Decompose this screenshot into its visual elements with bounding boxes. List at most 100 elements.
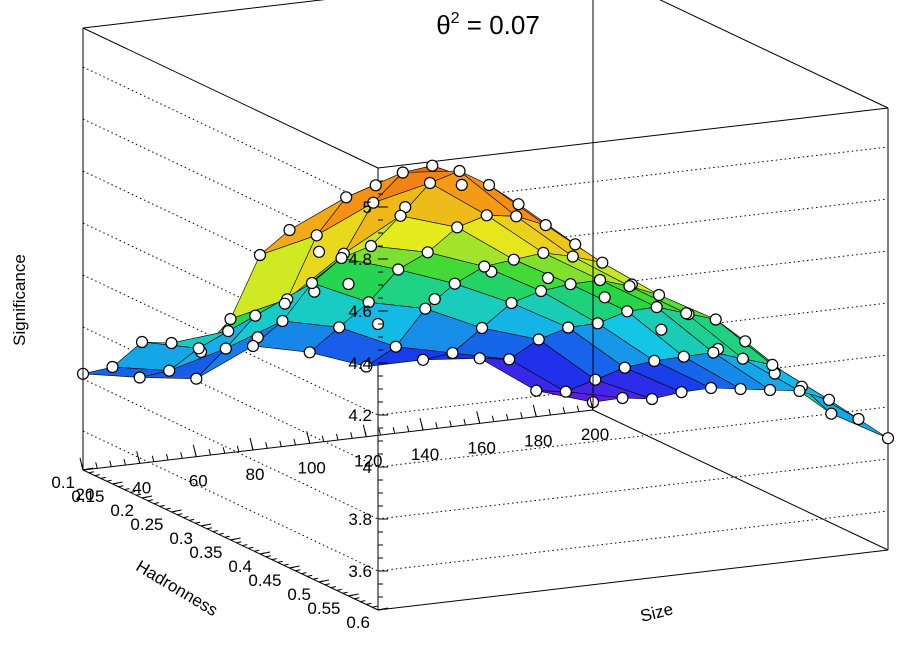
data-point (276, 314, 289, 328)
data-point (541, 271, 555, 285)
y-minor-tick (372, 605, 378, 608)
x-minor-tick (576, 405, 580, 412)
data-point (335, 251, 348, 265)
data-point (249, 309, 262, 322)
data-point (455, 178, 468, 191)
data-point (593, 273, 607, 287)
data-point (192, 342, 205, 355)
z-grid-line (82, 118, 379, 260)
y-minor-tick (153, 502, 159, 505)
x-minor-tick (548, 408, 551, 416)
y-minor-tick (106, 479, 112, 482)
y-minor-tick (301, 572, 307, 575)
data-point (763, 383, 777, 397)
y-minor-tick (118, 485, 124, 488)
z-grid-line (377, 510, 889, 572)
x-minor-tick (506, 413, 509, 421)
data-point (421, 246, 434, 259)
data-point (564, 278, 577, 291)
y-minor-tick (130, 490, 136, 493)
z-grid-line (82, 170, 379, 312)
data-point (394, 209, 407, 222)
x-minor-tick (166, 453, 169, 461)
y-tick-label: 0.2 (110, 501, 134, 520)
y-minor-tick (307, 574, 313, 577)
y-minor-tick (224, 535, 230, 538)
x-minor-tick (477, 417, 481, 424)
y-minor-tick (88, 471, 94, 474)
data-point (655, 323, 668, 336)
data-point (312, 245, 326, 258)
data-point (534, 284, 548, 298)
x-minor-tick (421, 423, 424, 431)
y-minor-tick (377, 608, 384, 611)
data-point (618, 361, 631, 374)
z-tick-label: 4.6 (348, 302, 372, 321)
y-minor-tick (254, 549, 260, 552)
y-tick-label: 0.45 (248, 571, 281, 590)
data-point (512, 198, 525, 211)
data-point (793, 384, 806, 398)
y-minor-tick (183, 516, 189, 519)
z-grid-line (82, 378, 379, 520)
axis-tick-labels: 3.6 3.8 4 4.2 4.4 4.6 4.8 5 20 40 60 80 100 120 140 160… (51, 198, 609, 632)
data-point (478, 260, 491, 273)
x-minor-tick (194, 450, 197, 457)
data-point (482, 178, 496, 192)
y-tick-label: 0.15 (71, 487, 104, 506)
y-minor-tick (159, 504, 165, 507)
data-point (246, 339, 260, 353)
y-minor-tick (171, 510, 177, 513)
x-minor-tick (591, 403, 594, 411)
x-minor-tick (236, 445, 240, 452)
data-point (589, 373, 602, 386)
x-minor-tick (279, 440, 282, 447)
y-minor-tick (136, 493, 142, 496)
chart-title: θ2 = 0.07 (436, 10, 540, 40)
x-axis-title: Size (638, 599, 675, 625)
data-point (623, 280, 636, 293)
x-tick-label: 200 (581, 425, 609, 444)
x-minor-tick (307, 437, 311, 444)
x-minor-tick (435, 422, 438, 429)
data-point (473, 352, 486, 365)
x-minor-tick (151, 455, 155, 462)
data-point (566, 250, 579, 263)
data-point (135, 335, 149, 349)
frame-edge (82, 0, 326, 29)
y-tick-label: 0.4 (228, 557, 252, 576)
x-minor-tick (251, 443, 254, 451)
data-point (616, 391, 629, 405)
data-point (362, 296, 375, 309)
z-grid-line (82, 66, 379, 208)
x-tick-label: 100 (298, 458, 326, 477)
x-minor-tick (222, 447, 226, 454)
data-point (360, 360, 373, 373)
x-minor-tick (463, 418, 466, 426)
data-point (852, 412, 865, 426)
y-minor-tick (271, 558, 277, 561)
frame-edge (82, 27, 379, 169)
z-tick-label: 5 (363, 198, 372, 217)
data-point (165, 336, 178, 350)
data-point (650, 301, 663, 314)
data-point (539, 219, 552, 232)
data-point (133, 371, 146, 384)
data-points (76, 159, 895, 445)
data-point (559, 385, 572, 398)
y-minor-tick (277, 560, 283, 563)
z-axis-title: Significance (10, 254, 29, 346)
x-minor-tick (562, 407, 566, 414)
y-minor-tick (360, 600, 366, 603)
x-minor-tick (350, 432, 353, 439)
data-point (446, 346, 459, 360)
data-point (569, 238, 582, 251)
data-point (704, 381, 718, 395)
data-point (106, 360, 119, 374)
y-minor-tick (330, 586, 336, 589)
z-tick-label: 3.8 (348, 510, 372, 529)
y-minor-tick (248, 546, 254, 549)
data-point (392, 263, 405, 276)
data-point (396, 166, 409, 179)
y-minor-tick (165, 507, 171, 510)
